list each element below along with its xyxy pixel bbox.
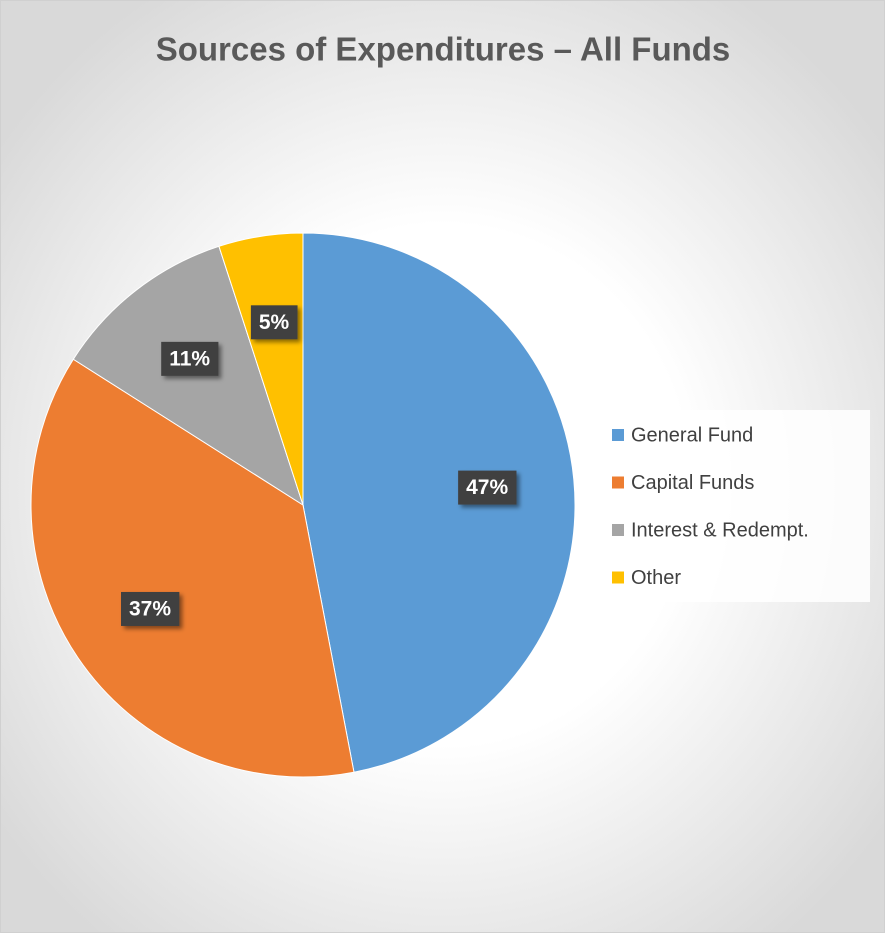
pie-slice <box>218 232 304 506</box>
legend-label: Capital Funds <box>631 472 754 494</box>
data-label-box <box>250 305 298 340</box>
data-label: 47% <box>466 476 508 499</box>
data-label-box <box>161 341 219 376</box>
legend-swatch <box>612 571 624 584</box>
legend-box <box>603 410 870 602</box>
legend-swatch <box>612 524 624 536</box>
legend-swatch <box>612 429 624 441</box>
data-label: 5% <box>259 311 290 334</box>
data-label: 11% <box>169 347 210 370</box>
legend-label: Other <box>631 567 681 589</box>
chart-title: Sources of Expenditures – All Funds <box>156 31 731 68</box>
data-label-box <box>121 591 180 626</box>
pie-slice <box>30 358 355 778</box>
legend-label: Interest & Redempt. <box>631 519 809 541</box>
pie-slice <box>302 232 576 773</box>
data-label-box <box>458 470 517 505</box>
legend-swatch <box>612 476 624 489</box>
data-label: 37% <box>129 598 171 621</box>
legend-label: General Fund <box>631 424 753 446</box>
